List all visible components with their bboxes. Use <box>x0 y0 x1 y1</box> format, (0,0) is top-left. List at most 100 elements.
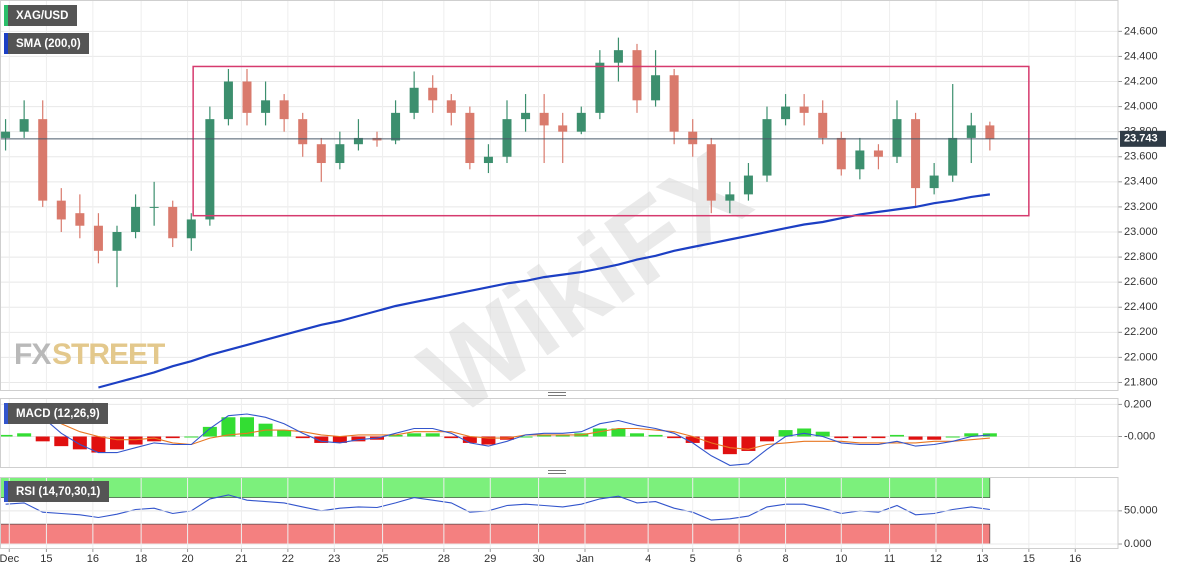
histogram-bar <box>128 436 143 445</box>
y-tick-label: 22.200 <box>1124 326 1158 338</box>
x-tick-label: 28 <box>438 553 450 565</box>
y-tick-label: 22.000 <box>1124 351 1158 363</box>
candle-body <box>818 112 828 138</box>
histogram-bar <box>667 436 682 439</box>
candle-body <box>576 112 586 132</box>
y-tick-label: -0.000 <box>1124 430 1155 442</box>
candle-body <box>149 206 159 208</box>
candle-body <box>688 131 698 145</box>
x-tick-label: 16 <box>87 553 99 565</box>
histogram-bar <box>685 436 700 443</box>
x-tick-label: 13 <box>976 553 988 565</box>
rsi-line <box>5 494 990 521</box>
candle-body <box>279 100 289 120</box>
candle-body <box>632 50 642 101</box>
legend-chip <box>4 33 89 54</box>
watermark: STREET <box>52 338 165 371</box>
histogram-bar <box>221 417 236 437</box>
histogram-bar <box>518 436 533 438</box>
histogram-bar <box>555 434 570 437</box>
histogram-bar <box>797 428 812 437</box>
legend-accent <box>4 481 8 502</box>
x-tick-label: 12 <box>930 553 942 565</box>
legend-accent <box>4 33 8 54</box>
candle-body <box>131 206 141 232</box>
legend-accent <box>4 403 8 424</box>
histogram-bar <box>778 430 793 437</box>
x-tick-label: 23 <box>328 553 340 565</box>
candle-body <box>911 119 921 189</box>
histogram-bar <box>91 436 106 453</box>
histogram-bar <box>537 434 552 437</box>
histogram-bar <box>54 436 69 447</box>
candle-body <box>836 137 846 170</box>
candle-body <box>242 81 252 113</box>
candle-body <box>613 50 623 63</box>
range-box <box>192 65 1030 217</box>
candle-body <box>38 119 48 201</box>
last-price-label: 23.743 <box>1124 133 1158 145</box>
candle-body <box>595 62 605 113</box>
histogram-bar <box>0 434 13 437</box>
candle-body <box>725 194 735 201</box>
candle-body <box>335 144 345 164</box>
candle-body <box>669 75 679 132</box>
candle-body <box>19 119 29 132</box>
candle-body <box>1 131 11 138</box>
candle-body <box>316 144 326 164</box>
histogram-bar <box>165 436 180 439</box>
histogram-bar <box>890 434 904 437</box>
candle-body <box>892 119 902 157</box>
pane-border <box>0 398 1119 468</box>
plot <box>0 403 997 466</box>
candle-body <box>168 206 178 239</box>
histogram-bar <box>871 436 886 439</box>
histogram-bar <box>852 436 867 439</box>
candle-body <box>558 125 568 132</box>
histogram-bar <box>945 436 960 438</box>
y-tick-label: 24.000 <box>1124 100 1158 112</box>
histogram-bar <box>964 433 979 437</box>
x-tick-label: 5 <box>690 553 696 565</box>
histogram-bar <box>462 436 477 443</box>
candle-body <box>985 125 995 139</box>
candle-body <box>205 119 215 220</box>
y-tick-label: 23.000 <box>1124 226 1158 238</box>
candle-body <box>223 81 233 120</box>
candle-body <box>186 219 196 239</box>
candle-body <box>483 156 493 164</box>
y-tick-label: 0.000 <box>1124 538 1152 550</box>
candle-body <box>409 87 419 113</box>
y-tick-label: 23.400 <box>1124 176 1158 188</box>
legend-label: RSI (14,70,30,1) <box>16 486 101 498</box>
legend-entry: XAG/USD <box>4 5 77 26</box>
macd-line <box>5 403 990 466</box>
y-tick-label: 21.800 <box>1124 376 1158 388</box>
histogram-bar <box>444 436 459 439</box>
legend-chip <box>4 5 77 26</box>
candle-body <box>706 144 716 201</box>
histogram-bar <box>815 431 830 437</box>
x-tick-label: 6 <box>736 553 742 565</box>
histogram-bar <box>277 430 292 437</box>
candle-body <box>428 87 438 101</box>
histogram-bar <box>927 436 942 440</box>
histogram-bar <box>760 436 774 442</box>
histogram-bar <box>17 433 32 437</box>
x-tick-label: 15 <box>1023 553 1035 565</box>
histogram-bar <box>908 436 923 440</box>
candle-body <box>948 137 958 176</box>
histogram-bar <box>35 436 50 442</box>
watermark: FX <box>14 338 51 371</box>
candle-body <box>743 175 753 195</box>
x-tick-label: 25 <box>376 553 388 565</box>
y-tick-label: 0.200 <box>1124 398 1152 410</box>
histogram-bar <box>611 428 626 437</box>
candle-body <box>873 150 883 157</box>
legend-label: SMA (200,0) <box>16 38 81 50</box>
candle-body <box>298 119 308 145</box>
y-tick-label: 24.600 <box>1124 25 1158 37</box>
x-tick-label: 22 <box>282 553 294 565</box>
y-tick-label: 24.200 <box>1124 75 1158 87</box>
